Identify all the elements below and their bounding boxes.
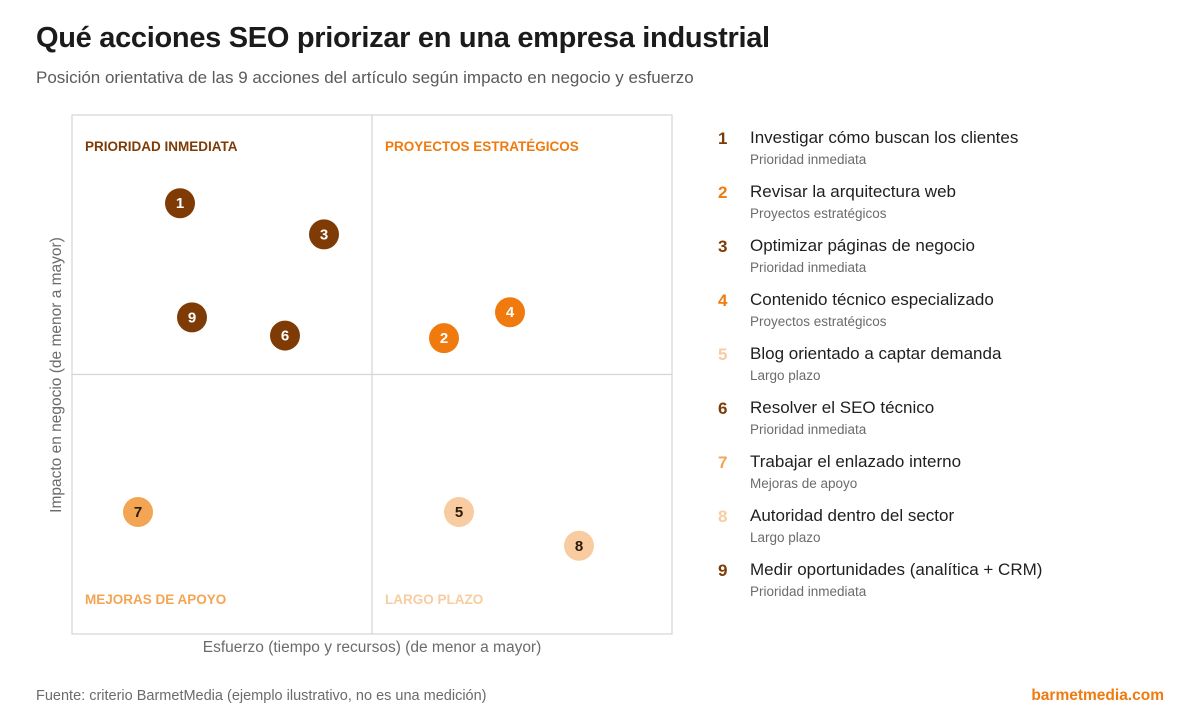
action-category: Mejoras de apoyo (750, 476, 858, 491)
action-point-3 (309, 219, 339, 250)
quadrant-label: PRIORIDAD INMEDIATA (85, 139, 238, 154)
action-number: 1 (718, 129, 728, 148)
action-list-item: 5 Blog orientado a captar demanda Largo pl… (718, 344, 1178, 398)
action-number: 5 (718, 345, 728, 364)
action-name: Resolver el SEO técnico (750, 398, 935, 417)
action-category: Prioridad inmediata (750, 260, 867, 275)
action-number: 2 (718, 183, 728, 202)
quadrant-label: LARGO PLAZO (385, 592, 483, 607)
action-point-label: 9 (188, 309, 196, 326)
brand-link[interactable]: barmetmedia.com (1031, 687, 1164, 704)
action-category: Proyectos estratégicos (750, 206, 887, 221)
action-list-item: 2 Revisar la arquitectura web Proyectos es… (718, 182, 1178, 236)
action-list-item: 4 Contenido técnico especializado Proyecto… (718, 290, 1178, 344)
action-list-item: 6 Resolver el SEO técnico Prioridad inmedi… (718, 398, 1178, 452)
quadrant-cell-2 (371, 114, 673, 376)
action-name: Investigar cómo buscan los clientes (750, 128, 1019, 147)
action-category: Prioridad inmediata (750, 584, 867, 599)
action-list-item: 3 Optimizar páginas de negocio Prioridad i… (718, 236, 1178, 290)
action-point-label: 7 (134, 504, 142, 521)
action-list-item: 1 Investigar cómo buscan los clientes Prio… (718, 128, 1178, 182)
action-point-label: 2 (440, 330, 448, 347)
action-name: Optimizar páginas de negocio (750, 236, 975, 255)
action-point-label: 3 (320, 226, 328, 243)
action-point-7 (123, 497, 153, 528)
action-list-item: 7 Trabajar el enlazado interno Mejoras de … (718, 452, 1178, 506)
action-point-label: 6 (281, 328, 289, 345)
quadrant-cell-4 (371, 373, 673, 635)
action-point-6 (270, 320, 300, 351)
action-category: Proyectos estratégicos (750, 314, 887, 329)
quadrant-cell-3 (71, 373, 373, 635)
action-point-label: 4 (506, 304, 515, 321)
action-point-2 (429, 323, 459, 354)
action-point-9 (177, 302, 207, 333)
action-point-label: 8 (575, 538, 583, 555)
action-number: 7 (718, 453, 728, 472)
chart-subtitle: Posición orientativa de las 9 acciones d… (36, 68, 694, 87)
action-name: Contenido técnico especializado (750, 290, 994, 309)
x-axis-label: Esfuerzo (tiempo y recursos) (de menor a… (202, 639, 542, 656)
action-list: 1 Investigar cómo buscan los clientes Prio… (718, 128, 1178, 614)
action-point-label: 1 (176, 195, 184, 212)
action-point-5 (444, 497, 474, 528)
quadrant-label: PROYECTOS ESTRATÉGICOS (385, 139, 579, 154)
action-list-item: 8 Autoridad dentro del sector Largo plazo (718, 506, 1178, 560)
action-name: Autoridad dentro del sector (750, 506, 955, 525)
quadrant-label: MEJORAS DE APOYO (85, 592, 226, 607)
action-number: 9 (718, 561, 728, 580)
action-name: Medir oportunidades (analítica + CRM) (750, 560, 1043, 579)
action-number: 6 (718, 399, 728, 418)
action-name: Blog orientado a captar demanda (750, 344, 1002, 363)
action-category: Largo plazo (750, 530, 821, 545)
chart-title: Qué acciones SEO priorizar en una empres… (36, 22, 770, 54)
action-list-item: 9 Medir oportunidades (analítica + CRM) Pr… (718, 560, 1178, 614)
action-point-4 (495, 297, 525, 328)
action-number: 3 (718, 237, 728, 256)
action-category: Prioridad inmediata (750, 422, 867, 437)
action-number: 4 (718, 291, 728, 310)
action-category: Prioridad inmediata (750, 152, 867, 167)
action-point-1 (165, 188, 195, 219)
action-point-8 (564, 530, 594, 561)
action-name: Trabajar el enlazado interno (750, 452, 962, 471)
action-number: 8 (718, 507, 728, 526)
action-category: Largo plazo (750, 368, 821, 383)
source-note: Fuente: criterio BarmetMedia (ejemplo il… (36, 688, 487, 704)
action-name: Revisar la arquitectura web (750, 182, 956, 201)
y-axis-label: Impacto en negocio (de menor a mayor) (48, 237, 65, 513)
action-point-label: 5 (455, 504, 463, 521)
